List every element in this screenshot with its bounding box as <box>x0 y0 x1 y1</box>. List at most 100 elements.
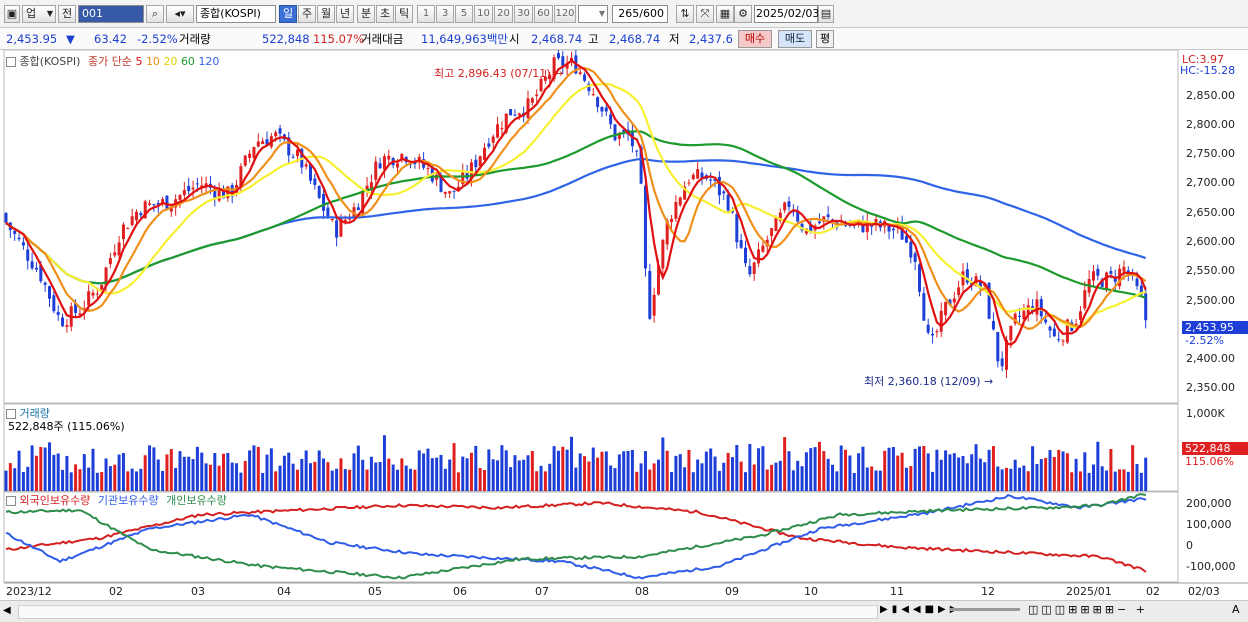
candle-body <box>248 153 252 158</box>
volume-bar <box>817 441 821 491</box>
period-day-tab[interactable]: 일 <box>279 5 297 23</box>
candle-body <box>1078 311 1082 320</box>
candle-body <box>809 224 813 233</box>
price-axis-tick: 2,550.00 <box>1186 264 1235 277</box>
period-year-tab[interactable]: 년 <box>336 5 354 23</box>
volume-bar <box>1052 456 1056 491</box>
volume-bar <box>957 457 961 491</box>
volume-bar <box>295 469 299 491</box>
candle-type-icon[interactable]: ⇅ <box>676 5 694 23</box>
zoom-slider[interactable] <box>950 608 1020 611</box>
candle-body <box>561 56 565 67</box>
market-select[interactable]: 업 ▼ <box>22 5 56 23</box>
sell-button[interactable]: 매도 <box>778 30 812 48</box>
candle-body <box>1139 285 1143 295</box>
interval-20-button[interactable]: 20 <box>494 5 513 23</box>
volume-bar <box>1074 458 1078 491</box>
candle-body <box>161 199 165 204</box>
candle-body <box>913 253 917 262</box>
price-axis-tick: 2,850.00 <box>1186 89 1235 102</box>
volume-bar <box>396 469 399 491</box>
search-icon[interactable]: ⌕ <box>146 5 164 23</box>
volume-bar <box>287 452 291 491</box>
scroll-track[interactable] <box>18 605 878 619</box>
volume-bar <box>1092 464 1095 491</box>
candle-body <box>396 163 399 168</box>
zoom-buttons[interactable]: ◫◫◫⊞⊞⊞⊞− + <box>1028 603 1148 616</box>
interval-5-button[interactable]: 5 <box>455 5 473 23</box>
candle-body <box>922 293 926 321</box>
interval-120-button[interactable]: 120 <box>554 5 576 23</box>
volume-bar <box>48 442 51 491</box>
volume-bar <box>108 466 112 491</box>
date-input[interactable]: 2025/02/03 <box>754 5 819 23</box>
volume-bar <box>317 450 321 491</box>
volume-bar <box>204 463 208 491</box>
candle-body <box>874 219 878 224</box>
volume-bar <box>1000 469 1004 491</box>
volume-bar <box>469 452 473 491</box>
hc-value: HC:-15.28 <box>1180 64 1236 77</box>
candle-body <box>43 282 47 285</box>
prev-button[interactable]: 전 <box>58 5 76 23</box>
count-field[interactable]: 265/600 <box>612 5 668 23</box>
candle-body <box>4 212 8 223</box>
x-axis-label: 12 <box>981 585 995 598</box>
volume-bar <box>378 461 382 491</box>
font-size-button[interactable]: A <box>1232 603 1240 616</box>
current-price: 2,453.95 <box>6 32 58 46</box>
candle-body <box>787 201 791 208</box>
period-month-tab[interactable]: 월 <box>317 5 335 23</box>
volume-bar <box>752 464 756 491</box>
volume-bar <box>235 463 239 491</box>
interval-10-button[interactable]: 10 <box>474 5 493 23</box>
candle-body <box>100 284 104 290</box>
period-minute-tab[interactable]: 분 <box>357 5 375 23</box>
candle-body <box>909 241 913 258</box>
candle-body <box>939 310 943 332</box>
interval-custom-select[interactable]: ▼ <box>578 5 608 23</box>
grid-icon[interactable]: ▦ <box>716 5 734 23</box>
candle-body <box>156 203 160 205</box>
settings-gear-icon[interactable]: ⚙ <box>734 5 752 23</box>
scroll-left-icon[interactable]: ◀ <box>3 605 11 616</box>
chart-area[interactable] <box>0 50 1248 600</box>
volume-bar <box>422 453 426 491</box>
period-week-tab[interactable]: 주 <box>298 5 316 23</box>
volume-bar <box>374 462 378 491</box>
eval-button[interactable]: 평 <box>816 30 834 48</box>
interval-60-button[interactable]: 60 <box>534 5 553 23</box>
amount-label: 거래대금 <box>361 32 404 46</box>
volume-bar <box>513 455 517 491</box>
volume-bar <box>587 461 591 491</box>
window-menu-icon[interactable]: ▣ <box>4 5 20 23</box>
candle-body <box>330 219 334 221</box>
candle-body <box>56 312 60 316</box>
candle-body <box>121 224 125 240</box>
volume-bar <box>1013 459 1017 491</box>
volume-bar <box>765 469 769 491</box>
volume-bar <box>778 460 782 491</box>
interval-1-button[interactable]: 1 <box>417 5 435 23</box>
candle-body <box>987 282 991 319</box>
interval-3-button[interactable]: 3 <box>436 5 454 23</box>
speaker-icon[interactable]: ◂▾ <box>166 5 194 23</box>
period-tick-tab[interactable]: 틱 <box>395 5 413 23</box>
volume-bar <box>4 470 8 491</box>
volume-bar <box>696 459 700 491</box>
interval-30-button[interactable]: 30 <box>514 5 533 23</box>
navigation-controls[interactable]: ▶▮◀◀■▶▶ <box>880 604 962 615</box>
period-second-tab[interactable]: 초 <box>376 5 394 23</box>
volume-bar <box>256 446 260 491</box>
candle-body <box>356 207 360 211</box>
calendar-icon[interactable]: ▤ <box>818 5 834 23</box>
code-input[interactable]: 001 <box>78 5 144 23</box>
candle-body <box>752 262 756 274</box>
buy-button[interactable]: 매수 <box>738 30 772 48</box>
crosshair-icon[interactable]: ⤧ <box>696 5 714 23</box>
holder-pane-label: 외국인보유수량 기관보유수량 개인보유수량 <box>6 492 227 508</box>
candle-body <box>791 211 795 213</box>
volume-bar <box>300 458 304 491</box>
candle-body <box>604 107 608 112</box>
candle-body <box>722 191 726 194</box>
